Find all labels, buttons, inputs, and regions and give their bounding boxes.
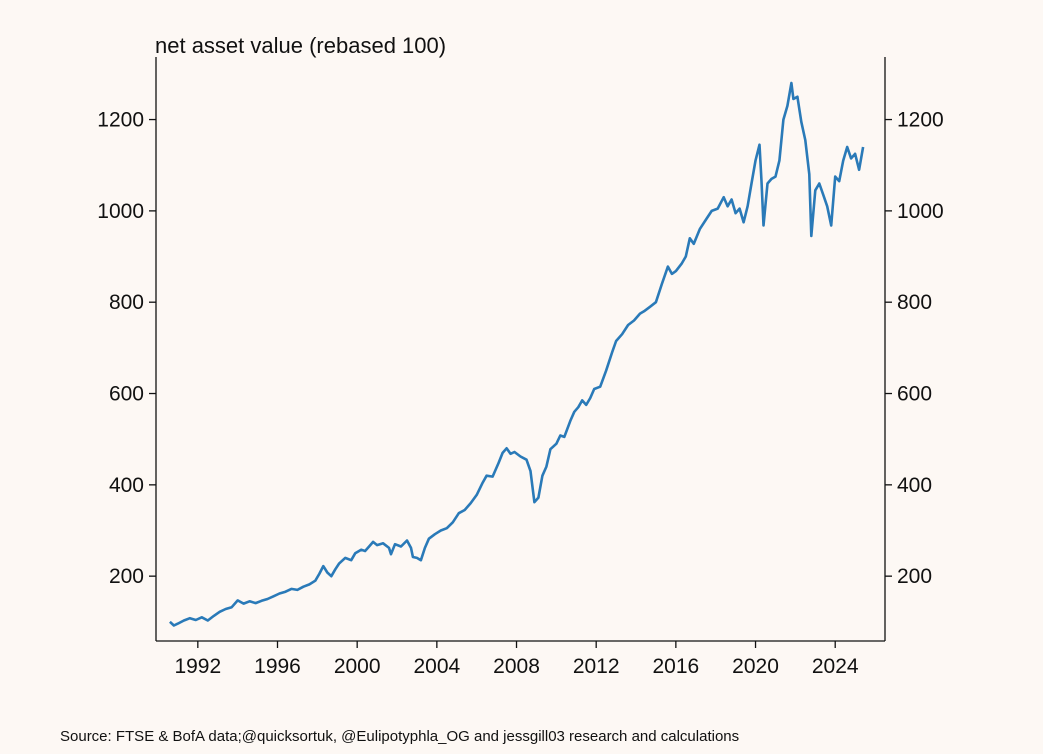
y-tick-label-left: 200: [109, 565, 144, 588]
chart-title: net asset value (rebased 100): [155, 33, 446, 58]
x-tick-label: 2012: [573, 655, 620, 678]
chart-ticks: 200 400 600 800 1000 1200 200 400 600 800 1000 1200…: [97, 109, 943, 678]
x-tick-label: 2004: [413, 655, 460, 678]
series-line-nav: [169, 81, 865, 627]
y-tick-label-left: 1200: [97, 109, 144, 132]
y-tick-label-right: 1000: [897, 200, 944, 223]
x-tick-label: 1992: [174, 655, 221, 678]
y-tick-label-right: 800: [897, 291, 932, 314]
y-tick-label-right: 600: [897, 383, 932, 406]
x-tick-label: 2008: [493, 655, 540, 678]
y-tick-label-right: 400: [897, 474, 932, 497]
y-tick-label-right: 1200: [897, 109, 944, 132]
x-tick-label: 2020: [732, 655, 779, 678]
x-tick-label: 2016: [653, 655, 700, 678]
y-tick-label-left: 400: [109, 474, 144, 497]
chart-series: [169, 81, 865, 627]
x-tick-label: 2024: [812, 655, 859, 678]
source-note: Source: FTSE & BofA data;@quicksortuk, @…: [60, 728, 740, 745]
y-tick-label-right: 200: [897, 565, 932, 588]
y-tick-label-left: 600: [109, 383, 144, 406]
x-tick-label: 2000: [334, 655, 381, 678]
y-tick-label-left: 800: [109, 291, 144, 314]
chart-axes: [155, 57, 886, 642]
y-tick-label-left: 1000: [97, 200, 144, 223]
x-tick-label: 1996: [254, 655, 301, 678]
